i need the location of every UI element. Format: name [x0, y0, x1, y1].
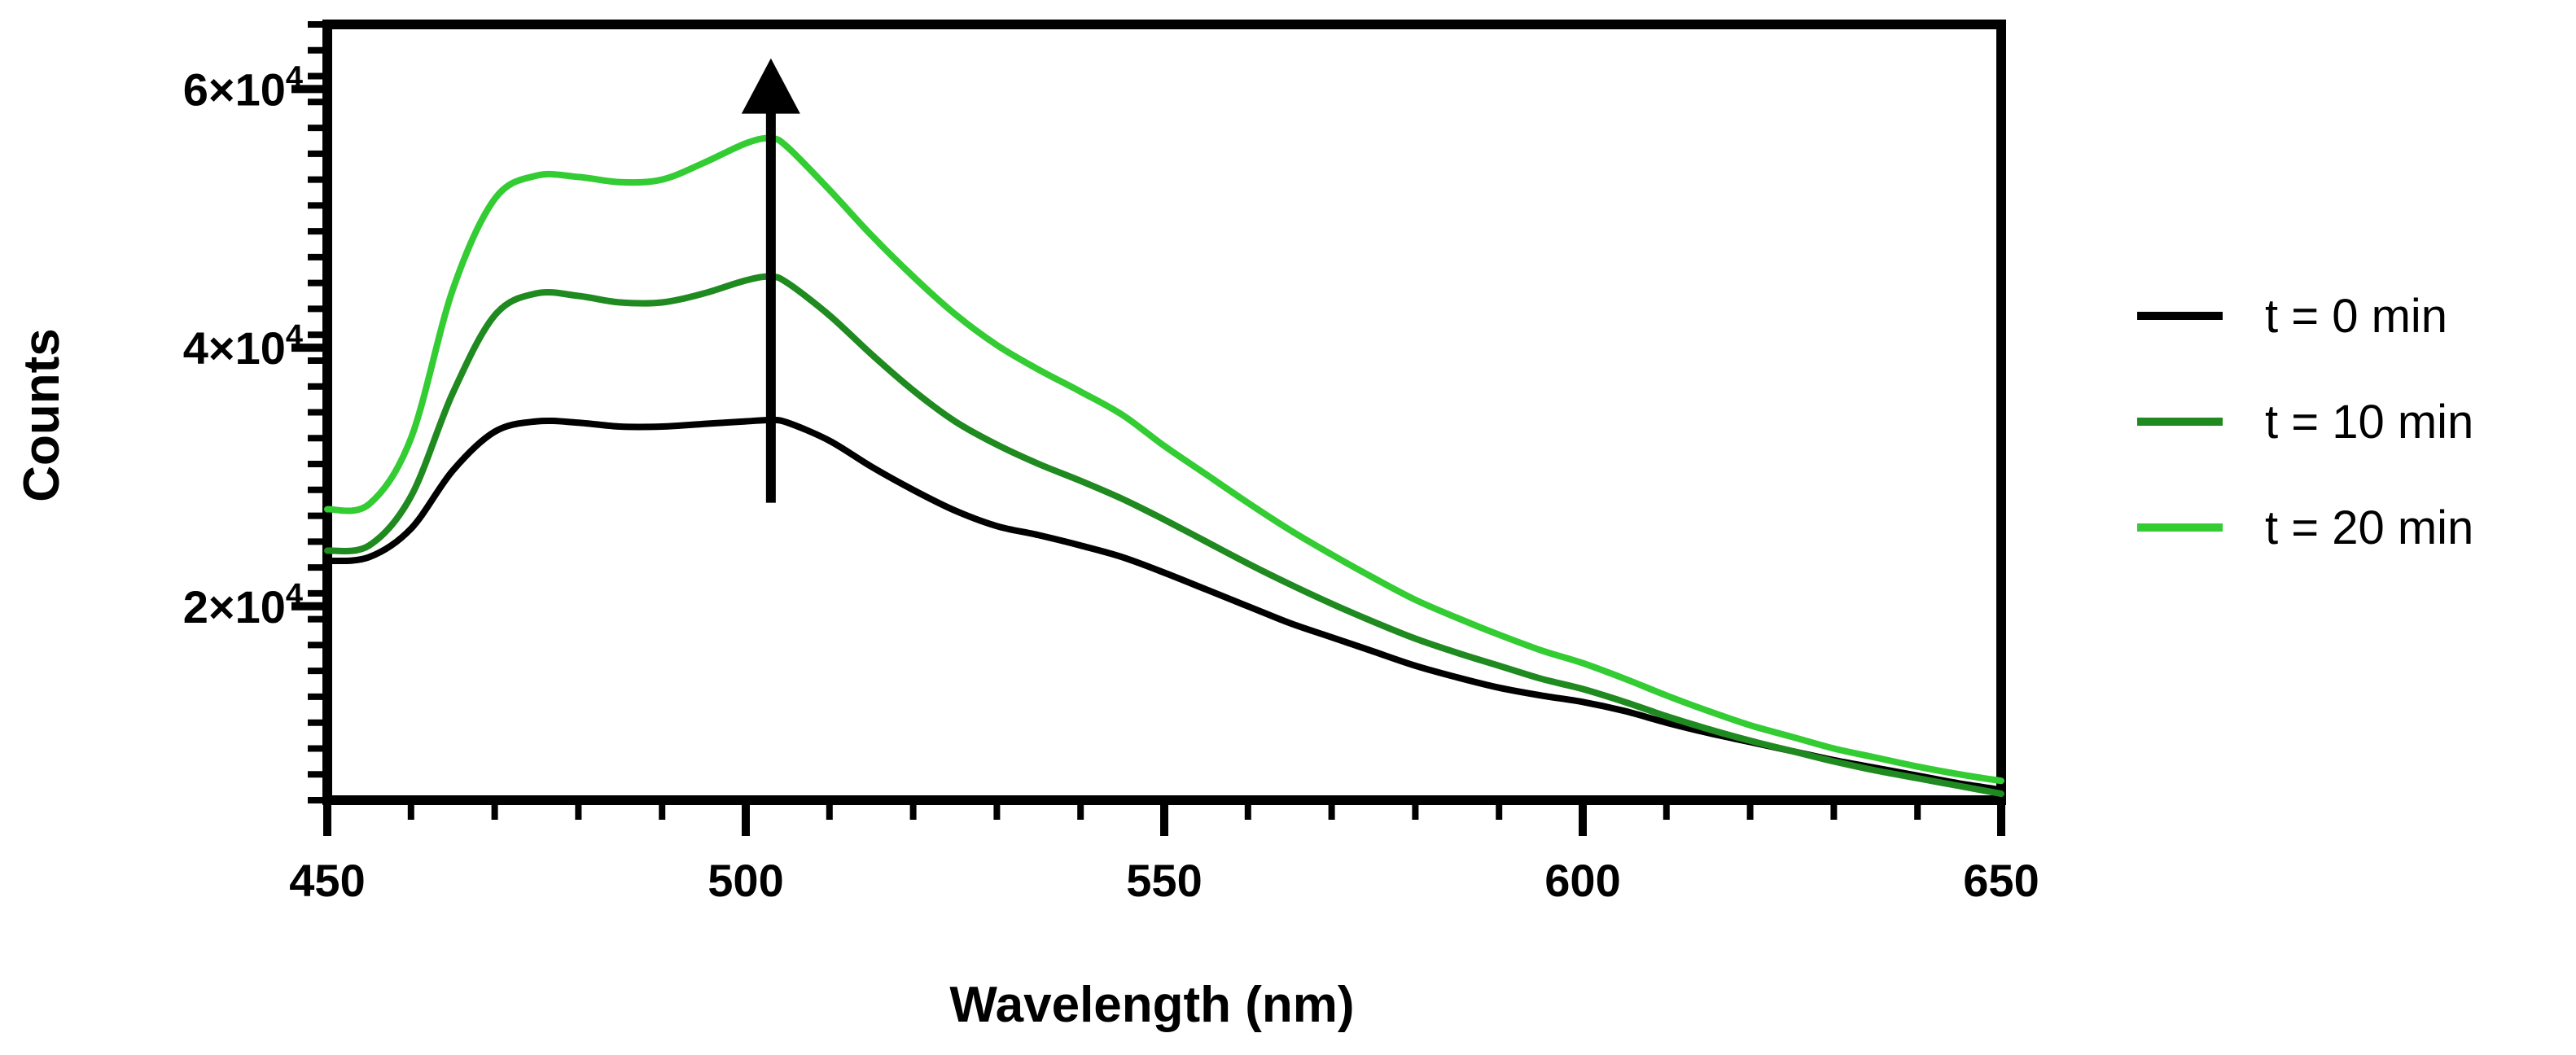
y-tick-base: 4×10: [183, 322, 286, 374]
y-tick-label: 6×104: [183, 60, 303, 115]
x-tick-label: 450: [289, 855, 365, 906]
y-tick-exponent: 4: [286, 578, 303, 612]
x-tick-label: 550: [1126, 855, 1202, 906]
minor-ticks: [308, 21, 1921, 820]
y-tick-label: 4×104: [183, 319, 303, 374]
y-tick-label: 2×104: [183, 578, 303, 633]
series-line-t-0-min: [324, 416, 2004, 794]
y-tick-base: 6×10: [183, 63, 286, 115]
y-axis-title: Counts: [14, 328, 70, 502]
x-tick-label: 500: [708, 855, 783, 906]
legend-label-t-20-min: t = 20 min: [2265, 501, 2473, 554]
legend-label-t-0-min: t = 0 min: [2265, 290, 2447, 343]
x-axis-title: Wavelength (nm): [949, 977, 1354, 1033]
series-layer: [324, 134, 2004, 798]
x-tick-label: 650: [1963, 855, 2039, 906]
plot-border: [322, 20, 2006, 805]
plot-frame: [322, 20, 2006, 805]
y-tick-exponent: 4: [286, 60, 303, 94]
annotation-layer: [741, 58, 800, 503]
y-tick-base: 2×10: [183, 581, 286, 633]
legend-label-t-10-min: t = 10 min: [2265, 396, 2473, 449]
legend: t = 0 min t = 10 min t = 20 min: [2137, 290, 2473, 554]
up-arrow-icon: [741, 58, 800, 114]
series-line-t-20-min: [324, 134, 2004, 785]
y-tick-exponent: 4: [286, 319, 303, 353]
x-tick-label: 600: [1544, 855, 1620, 906]
series-line-t-10-min: [324, 273, 2004, 798]
